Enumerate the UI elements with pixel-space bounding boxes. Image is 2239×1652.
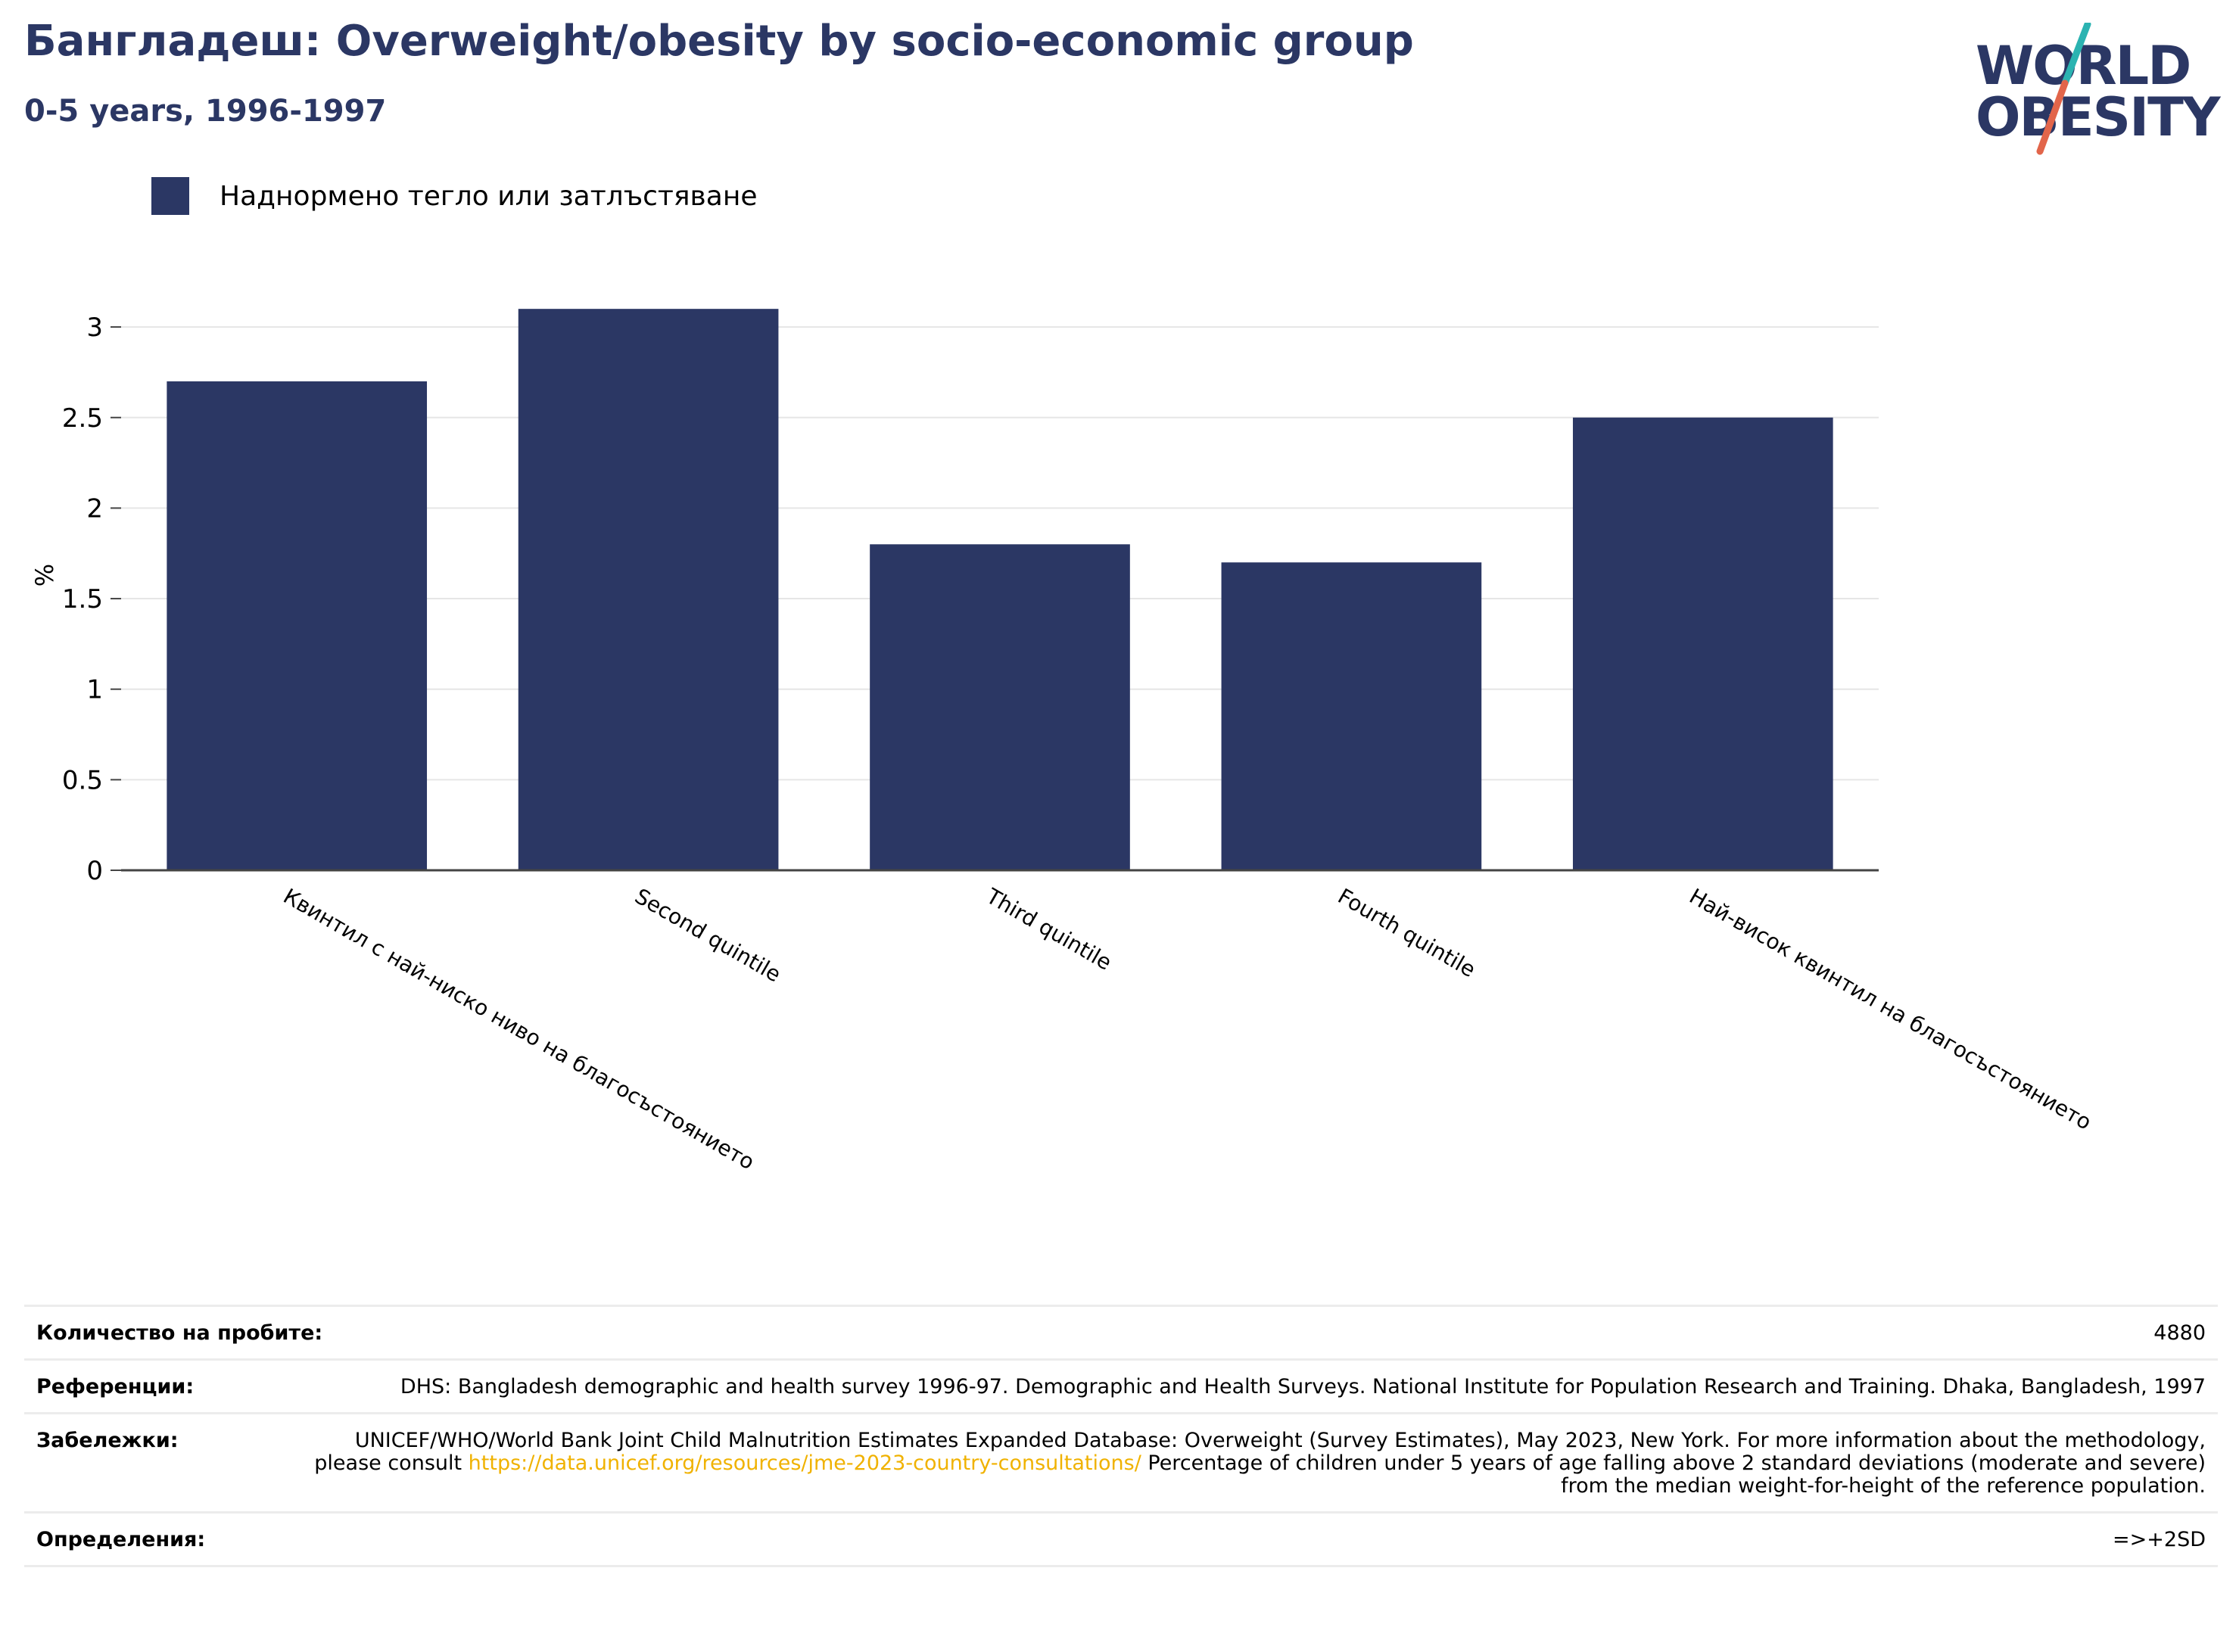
legend-label: Наднормено тегло или затлъстяване: [220, 180, 758, 212]
sample-size-value: 4880: [2153, 1321, 2206, 1345]
notes-label: Забележки:: [36, 1429, 179, 1452]
info-table: Количество на пробите: 4880 Референции: …: [24, 1305, 2218, 1567]
logo-line-2: OBESITY: [1976, 86, 2221, 148]
definitions-value: =>+2SD: [2113, 1528, 2206, 1551]
logo-slash-icon: [2036, 23, 2091, 155]
references-value: DHS: Bangladesh demographic and health s…: [400, 1375, 2206, 1398]
y-tick-label: 0: [86, 856, 103, 886]
y-tick-label: 2.5: [62, 403, 103, 434]
sample-size-row: Количество на пробите: 4880: [24, 1307, 2218, 1361]
y-tick-label: 0.5: [62, 765, 103, 795]
notes-value: UNICEF/WHO/World Bank Joint Child Malnut…: [313, 1430, 2206, 1498]
bar: [1572, 417, 1833, 870]
y-tick-label: 1: [86, 675, 103, 705]
y-tick-label: 1.5: [62, 584, 103, 614]
x-tick-label: Fourth quintile: [1334, 883, 1480, 982]
references-row: Референции: DHS: Bangladesh demographic …: [24, 1361, 2218, 1414]
notes-row: Забележки: UNICEF/WHO/World Bank Joint C…: [24, 1414, 2218, 1514]
logo-line-1: WORLD: [1976, 35, 2191, 97]
chart-subtitle: 0-5 years, 1996-1997: [24, 94, 387, 129]
x-tick-label: Second quintile: [631, 883, 785, 987]
chart-title: Бангладеш: Overweight/obesity by socio-e…: [24, 17, 1414, 66]
notes-text-before: UNICEF/WHO/World Bank Joint Child Malnut…: [314, 1429, 2206, 1475]
sample-size-label: Количество на пробите:: [36, 1321, 323, 1345]
definitions-row: Определения: =>+2SD: [24, 1514, 2218, 1567]
legend: Наднормено тегло или затлъстяване: [151, 177, 758, 215]
references-label: Референции:: [36, 1375, 195, 1398]
bar: [1221, 562, 1482, 870]
bar: [870, 544, 1130, 870]
world-obesity-logo: WORLD OBESITY: [1976, 23, 2225, 159]
definitions-label: Определения:: [36, 1528, 206, 1551]
legend-swatch: [151, 177, 189, 215]
methodology-link[interactable]: https://data.unicef.org/resources/jme-20…: [468, 1451, 1141, 1475]
y-tick-label: 2: [86, 493, 103, 524]
y-tick-label: 3: [86, 313, 103, 343]
x-tick-label: Third quintile: [982, 883, 1116, 975]
notes-text-after: Percentage of children under 5 years of …: [1141, 1451, 2206, 1498]
bar: [518, 309, 779, 870]
bar-chart: 00.511.522.53%Квинтил с най-ниско ниво н…: [30, 309, 2096, 1174]
bar: [167, 381, 428, 870]
y-axis-label: %: [30, 564, 59, 586]
x-tick-label: Най-висок квинтил на благосъстоянието: [1685, 883, 2095, 1134]
